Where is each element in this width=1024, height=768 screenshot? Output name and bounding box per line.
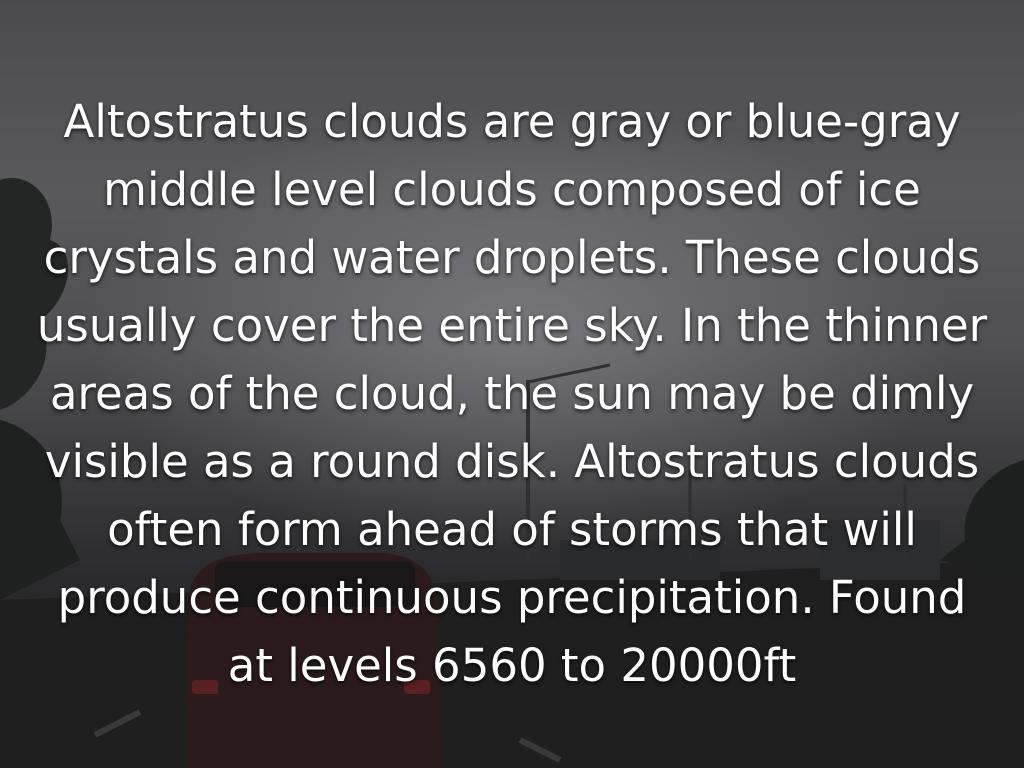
building bbox=[560, 540, 720, 580]
text-line: areas of the cloud, the sun may be dimly bbox=[49, 367, 975, 420]
text-line: visible as a round disk. Altostratus clo… bbox=[44, 435, 980, 488]
slide-body-text: Altostratus clouds are gray or blue-gray… bbox=[0, 88, 1024, 700]
road-marking bbox=[93, 709, 142, 738]
tree-left-lower bbox=[0, 420, 80, 600]
text-line: crystals and water droplets. These cloud… bbox=[43, 231, 981, 284]
text-line: often form ahead of storms that will bbox=[107, 503, 917, 556]
car-window bbox=[215, 562, 415, 607]
car-taillight bbox=[192, 680, 218, 694]
road-marking bbox=[518, 737, 562, 763]
tree-right bbox=[940, 460, 1024, 580]
text-line: at levels 6560 to 20000ft bbox=[227, 639, 797, 692]
tree-left bbox=[0, 178, 69, 410]
street-light-arm bbox=[527, 363, 611, 384]
text-line: usually cover the entire sky. In the thi… bbox=[36, 299, 988, 352]
car-taillight bbox=[404, 680, 430, 694]
text-line: Altostratus clouds are gray or blue-gray bbox=[63, 95, 961, 148]
text-line: middle level clouds composed of ice bbox=[103, 163, 921, 216]
text-line: produce continuous precipitation. Found bbox=[57, 571, 967, 624]
building bbox=[820, 520, 940, 580]
